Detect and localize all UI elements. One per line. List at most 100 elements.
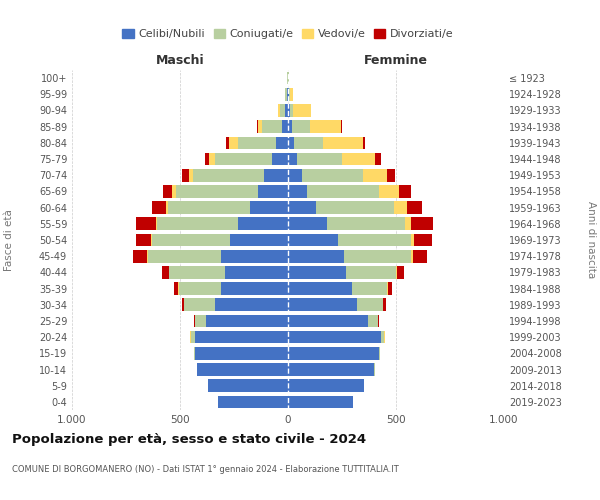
Bar: [280, 104, 285, 117]
Bar: [136, 234, 151, 246]
Bar: [215, 152, 272, 166]
Bar: [229, 136, 238, 149]
Bar: [288, 88, 289, 101]
Bar: [376, 152, 381, 166]
Bar: [344, 250, 411, 262]
Bar: [205, 152, 209, 166]
Bar: [413, 250, 427, 262]
Bar: [215, 298, 288, 311]
Bar: [288, 363, 374, 376]
Bar: [157, 218, 238, 230]
Bar: [288, 331, 381, 344]
Bar: [352, 282, 388, 295]
Bar: [264, 169, 288, 181]
Bar: [288, 380, 364, 392]
Bar: [310, 120, 341, 133]
Bar: [379, 185, 399, 198]
Bar: [407, 202, 422, 214]
Bar: [292, 120, 310, 133]
Bar: [281, 120, 288, 133]
Bar: [257, 120, 258, 133]
Bar: [133, 250, 147, 262]
Bar: [148, 250, 221, 262]
Bar: [288, 185, 307, 198]
Bar: [378, 314, 379, 328]
Bar: [288, 169, 302, 181]
Text: Femmine: Femmine: [364, 54, 428, 67]
Bar: [411, 234, 415, 246]
Bar: [394, 202, 407, 214]
Bar: [411, 250, 413, 262]
Bar: [238, 136, 276, 149]
Bar: [182, 169, 188, 181]
Bar: [338, 234, 411, 246]
Bar: [230, 234, 288, 246]
Text: Popolazione per età, sesso e stato civile - 2024: Popolazione per età, sesso e stato civil…: [12, 432, 366, 446]
Bar: [290, 104, 293, 117]
Bar: [194, 347, 195, 360]
Bar: [388, 282, 392, 295]
Bar: [191, 331, 195, 344]
Bar: [176, 185, 258, 198]
Text: COMUNE DI BORGOMANERO (NO) - Dati ISTAT 1° gennaio 2024 - Elaborazione TUTTITALI: COMUNE DI BORGOMANERO (NO) - Dati ISTAT …: [12, 466, 399, 474]
Bar: [288, 347, 379, 360]
Bar: [162, 266, 169, 278]
Bar: [288, 136, 295, 149]
Bar: [288, 282, 352, 295]
Bar: [285, 104, 288, 117]
Bar: [357, 298, 383, 311]
Bar: [163, 185, 172, 198]
Bar: [278, 104, 280, 117]
Bar: [288, 234, 338, 246]
Bar: [289, 88, 290, 101]
Bar: [221, 282, 288, 295]
Bar: [208, 380, 288, 392]
Bar: [262, 120, 281, 133]
Bar: [381, 331, 384, 344]
Bar: [327, 218, 404, 230]
Bar: [221, 250, 288, 262]
Bar: [388, 169, 395, 181]
Bar: [226, 266, 288, 278]
Bar: [307, 185, 379, 198]
Bar: [147, 250, 148, 262]
Bar: [166, 202, 168, 214]
Bar: [415, 234, 431, 246]
Bar: [218, 396, 288, 408]
Bar: [184, 298, 215, 311]
Bar: [151, 234, 152, 246]
Bar: [288, 266, 346, 278]
Bar: [182, 298, 184, 311]
Bar: [238, 218, 288, 230]
Bar: [168, 202, 250, 214]
Bar: [169, 266, 226, 278]
Bar: [250, 202, 288, 214]
Bar: [296, 152, 342, 166]
Bar: [179, 282, 221, 295]
Bar: [362, 136, 365, 149]
Text: Anni di nascita: Anni di nascita: [586, 202, 596, 278]
Bar: [341, 120, 342, 133]
Bar: [404, 218, 411, 230]
Bar: [156, 218, 157, 230]
Bar: [362, 169, 388, 181]
Text: Fasce di età: Fasce di età: [4, 209, 14, 271]
Bar: [397, 266, 404, 278]
Bar: [383, 298, 386, 311]
Bar: [288, 396, 353, 408]
Bar: [293, 104, 311, 117]
Bar: [288, 250, 344, 262]
Bar: [342, 152, 376, 166]
Bar: [288, 314, 368, 328]
Bar: [285, 88, 287, 101]
Bar: [288, 104, 290, 117]
Bar: [346, 266, 396, 278]
Bar: [195, 347, 288, 360]
Bar: [368, 314, 377, 328]
Bar: [195, 331, 288, 344]
Bar: [258, 185, 288, 198]
Bar: [288, 298, 357, 311]
Bar: [152, 202, 166, 214]
Bar: [316, 202, 394, 214]
Bar: [172, 185, 176, 198]
